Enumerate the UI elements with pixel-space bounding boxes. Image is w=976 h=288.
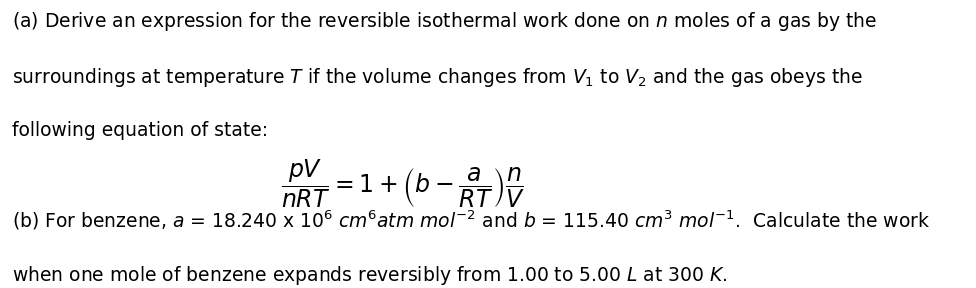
Text: (b) For benzene, $a$ = 18.240 x 10$^6$ $cm^6$$atm$ $mol^{-2}$ and $b$ = 115.40 $: (b) For benzene, $a$ = 18.240 x 10$^6$ $… xyxy=(13,208,931,232)
Text: following equation of state:: following equation of state: xyxy=(13,121,268,140)
Text: $\dfrac{pV}{nRT} = 1 + \left(b - \dfrac{a}{RT}\right)\dfrac{n}{V}$: $\dfrac{pV}{nRT} = 1 + \left(b - \dfrac{… xyxy=(280,158,524,210)
Text: (a) Derive an expression for the reversible isothermal work done on $n$ moles of: (a) Derive an expression for the reversi… xyxy=(13,10,877,33)
Text: surroundings at temperature $T$ if the volume changes from $V_1$ to $V_2$ and th: surroundings at temperature $T$ if the v… xyxy=(13,66,863,89)
Text: when one mole of benzene expands reversibly from 1.00 to 5.00 $L$ at 300 $K$.: when one mole of benzene expands reversi… xyxy=(13,264,728,287)
